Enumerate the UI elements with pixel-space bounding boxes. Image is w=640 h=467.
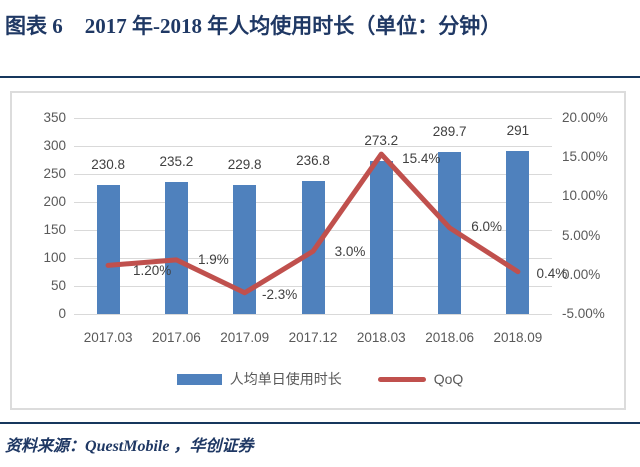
figure-title: 图表 6 2017 年-2018 年人均使用时长（单位：分钟） bbox=[5, 10, 635, 40]
bar-data-label: 236.8 bbox=[296, 153, 330, 169]
x-axis-label: 2018.06 bbox=[425, 330, 474, 345]
bar-2018.06 bbox=[438, 151, 462, 314]
legend-label-line-series: QoQ bbox=[433, 371, 464, 387]
gridline bbox=[74, 146, 552, 147]
left-axis-tick-label: 150 bbox=[43, 222, 66, 237]
x-axis-label: 2017.12 bbox=[288, 330, 338, 345]
qoq-line-layer bbox=[105, 151, 521, 296]
line-series-swatch bbox=[377, 376, 426, 382]
qoq-line bbox=[105, 151, 521, 296]
bar-data-label: 230.8 bbox=[91, 156, 125, 172]
gridline bbox=[74, 314, 552, 315]
top-divider-line bbox=[0, 76, 640, 78]
bar-data-label: 291 bbox=[506, 123, 530, 138]
figure-title-prefix: 图表 6 bbox=[5, 14, 63, 38]
left-axis-tick-label: 350 bbox=[43, 110, 66, 125]
x-axis-label: 2017.06 bbox=[151, 330, 201, 345]
bar-2018.09 bbox=[506, 151, 530, 314]
right-axis-tick-label: 5.00% bbox=[562, 227, 601, 243]
right-axis-tick-label: 15.00% bbox=[562, 149, 608, 165]
qoq-data-label: 0.4% bbox=[536, 265, 568, 281]
qoq-data-label: 3.0% bbox=[334, 244, 366, 260]
right-axis-tick-label: 0.00% bbox=[562, 266, 601, 282]
gridline bbox=[74, 118, 552, 119]
source-label: 资料来源： bbox=[5, 438, 86, 455]
qoq-data-label: 6.0% bbox=[471, 218, 502, 234]
bar-series-swatch bbox=[176, 373, 222, 385]
qoq-data-label: -2.3% bbox=[262, 286, 298, 302]
right-axis-tick-label: 20.00% bbox=[562, 110, 608, 125]
left-axis-tick-label: 300 bbox=[43, 138, 66, 153]
x-axis-label: 2017.03 bbox=[83, 330, 133, 345]
right-axis-tick-label: -5.00% bbox=[562, 306, 605, 321]
bar-2017.09 bbox=[233, 185, 257, 314]
qoq-data-label: 1.20% bbox=[132, 263, 172, 279]
left-axis-tick-label: 250 bbox=[43, 166, 66, 181]
left-axis-tick-label: 100 bbox=[43, 250, 66, 265]
legend-label-bar-series: 人均单日使用时长 bbox=[229, 371, 342, 387]
gridline bbox=[74, 174, 552, 175]
source-note: 资料来源：QuestMobile ，华创证券 bbox=[5, 432, 635, 456]
bar-2018.03 bbox=[369, 161, 393, 314]
chart-frame: 人均单日使用时长 QoQ 0 50 100 150 200 250 300 350 20.00%… bbox=[10, 91, 626, 410]
qoq-data-label: 15.4% bbox=[402, 151, 441, 167]
qoq-data-label: 1.9% bbox=[198, 251, 229, 267]
bottom-divider-line bbox=[0, 422, 640, 424]
bar-data-label: 229.8 bbox=[227, 157, 262, 173]
bar-data-label: 273.2 bbox=[364, 133, 399, 148]
x-axis-label: 2018.09 bbox=[493, 330, 543, 345]
chart-legend: 人均单日使用时长 QoQ bbox=[12, 369, 628, 389]
right-axis-tick-label: 10.00% bbox=[562, 188, 608, 204]
legend-item-bar-series: 人均单日使用时长 bbox=[176, 369, 342, 389]
left-axis-tick-label: 50 bbox=[50, 278, 66, 293]
bar-data-label: 289.7 bbox=[432, 123, 467, 139]
left-axis-tick-label: 0 bbox=[58, 306, 66, 321]
legend-item-line-series: QoQ bbox=[377, 371, 464, 387]
bar-2017.06 bbox=[164, 182, 188, 314]
bar-data-label: 235.2 bbox=[159, 154, 194, 170]
x-axis-label: 2017.09 bbox=[220, 330, 270, 345]
figure-title-text: 2017 年-2018 年人均使用时长（单位：分钟） bbox=[84, 14, 502, 38]
left-axis-tick-label: 200 bbox=[43, 194, 66, 209]
source-text: QuestMobile ，华创证券 bbox=[85, 438, 254, 455]
bar-2017.03 bbox=[96, 184, 120, 314]
x-axis-label: 2018.03 bbox=[356, 330, 406, 345]
